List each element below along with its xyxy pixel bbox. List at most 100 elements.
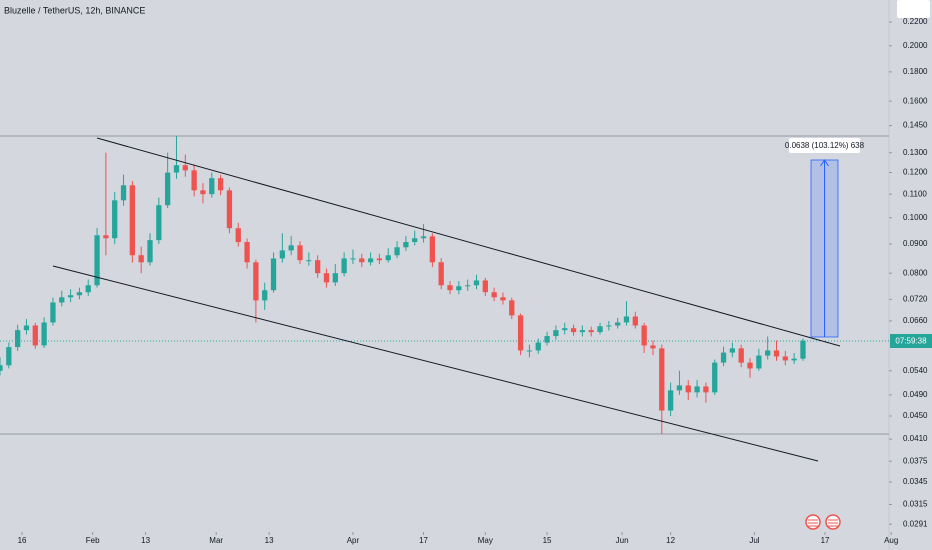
measure-arrow-head	[820, 159, 829, 167]
y-tick-label: 0.0410	[903, 434, 928, 443]
x-tick-label: 12	[666, 536, 675, 545]
event-flag[interactable]	[805, 514, 821, 530]
candle-body	[6, 347, 12, 366]
candle-body	[226, 190, 233, 229]
candle-body	[773, 350, 780, 357]
y-tick-label: 0.0660	[903, 316, 928, 325]
y-tick-label: 0.0800	[903, 268, 928, 277]
candle-body	[403, 242, 409, 248]
x-tick-label: May	[478, 536, 493, 545]
candle-body	[482, 280, 488, 293]
candle-body	[553, 330, 559, 337]
candle-body	[306, 260, 312, 262]
y-tick-label: 0.1300	[903, 148, 928, 157]
y-tick-label: 0.0291	[903, 519, 928, 528]
candle-body	[76, 292, 83, 296]
candle-body	[597, 326, 603, 333]
candle-body	[588, 330, 594, 333]
candle-body	[244, 242, 250, 263]
candle-body	[712, 362, 718, 393]
candle-body	[50, 302, 56, 323]
chart-title: Bluzelle / TetherUS, 12h, BINANCE	[4, 5, 145, 15]
candle-body	[747, 362, 753, 369]
candle-body	[465, 285, 471, 287]
measure-label-box	[789, 138, 860, 153]
candle-body	[41, 322, 47, 346]
last-price-box	[890, 334, 932, 348]
candle-body	[129, 185, 136, 256]
trend-line[interactable]	[52, 265, 819, 462]
candle-body	[579, 330, 586, 333]
candle-body	[473, 280, 480, 286]
x-tick-label: Jun	[616, 536, 629, 545]
candles	[0, 136, 806, 435]
y-tick-label: 0.1100	[903, 189, 927, 198]
candle-body	[394, 247, 400, 256]
candle-body	[606, 325, 612, 327]
y-tick-label: 0.0490	[903, 390, 928, 399]
y-tick-label: 0.1450	[903, 121, 928, 130]
candle-body	[676, 385, 683, 391]
candle-body	[120, 185, 127, 201]
candle-body	[323, 273, 330, 283]
x-tick-label: Jul	[749, 536, 759, 545]
candle-body	[376, 258, 383, 261]
candle-body	[438, 262, 444, 286]
candle-body	[235, 228, 241, 243]
candle-body	[729, 348, 736, 353]
event-flag[interactable]	[825, 514, 841, 530]
candle-body	[59, 297, 65, 303]
candle-body	[253, 262, 259, 301]
candle-body	[544, 336, 550, 343]
candle-body	[23, 325, 30, 331]
y-tick-label: 0.0450	[903, 411, 928, 420]
candle-body	[703, 386, 709, 393]
y-tick-label: 0.0375	[903, 456, 928, 465]
measure-label: 0.0638 (103.12%) 638	[785, 141, 865, 150]
y-tick-label: 0.0720	[903, 294, 928, 303]
candle-body	[0, 365, 3, 371]
candle-body	[270, 258, 277, 291]
candle-body	[67, 295, 74, 298]
candle-body	[791, 358, 797, 361]
x-tick-label: Mar	[209, 536, 223, 545]
countdown: 07:59:38	[895, 337, 927, 346]
candle-body	[623, 316, 630, 323]
candle-body	[738, 348, 744, 363]
candle-body	[526, 350, 533, 352]
candle-body	[138, 255, 144, 263]
candle-body	[297, 245, 303, 261]
candle-body	[491, 292, 497, 298]
candle-body	[720, 352, 727, 363]
flag-stripes	[828, 519, 838, 527]
candle-body	[500, 297, 506, 301]
trend-line[interactable]	[96, 137, 841, 347]
candle-body	[85, 285, 91, 293]
candle-body	[420, 236, 427, 239]
y-tick-label: 0.2000	[903, 41, 928, 50]
candle-body	[94, 235, 100, 286]
candle-body	[659, 348, 665, 411]
candle-body	[756, 355, 762, 369]
x-tick-label: 13	[141, 536, 150, 545]
candle-body	[209, 178, 215, 195]
candle-body	[367, 258, 374, 263]
candle-body	[288, 245, 294, 251]
candle-body	[359, 258, 365, 263]
x-tick-label: 16	[18, 536, 27, 545]
candle-body	[262, 290, 268, 301]
candle-body	[517, 315, 524, 351]
candle-body	[641, 325, 647, 346]
y-tick-label: 0.2200	[903, 17, 928, 26]
x-tick-label: Apr	[347, 536, 360, 545]
candle-body	[685, 385, 691, 393]
candle-body	[315, 260, 321, 274]
candle-body	[112, 200, 118, 239]
x-tick-label: Aug	[884, 536, 898, 545]
candle-body	[279, 250, 286, 259]
candle-body	[570, 328, 577, 333]
candle-body	[650, 345, 656, 349]
candle-body	[385, 255, 391, 261]
y-tick-label: 0.0900	[903, 239, 928, 248]
